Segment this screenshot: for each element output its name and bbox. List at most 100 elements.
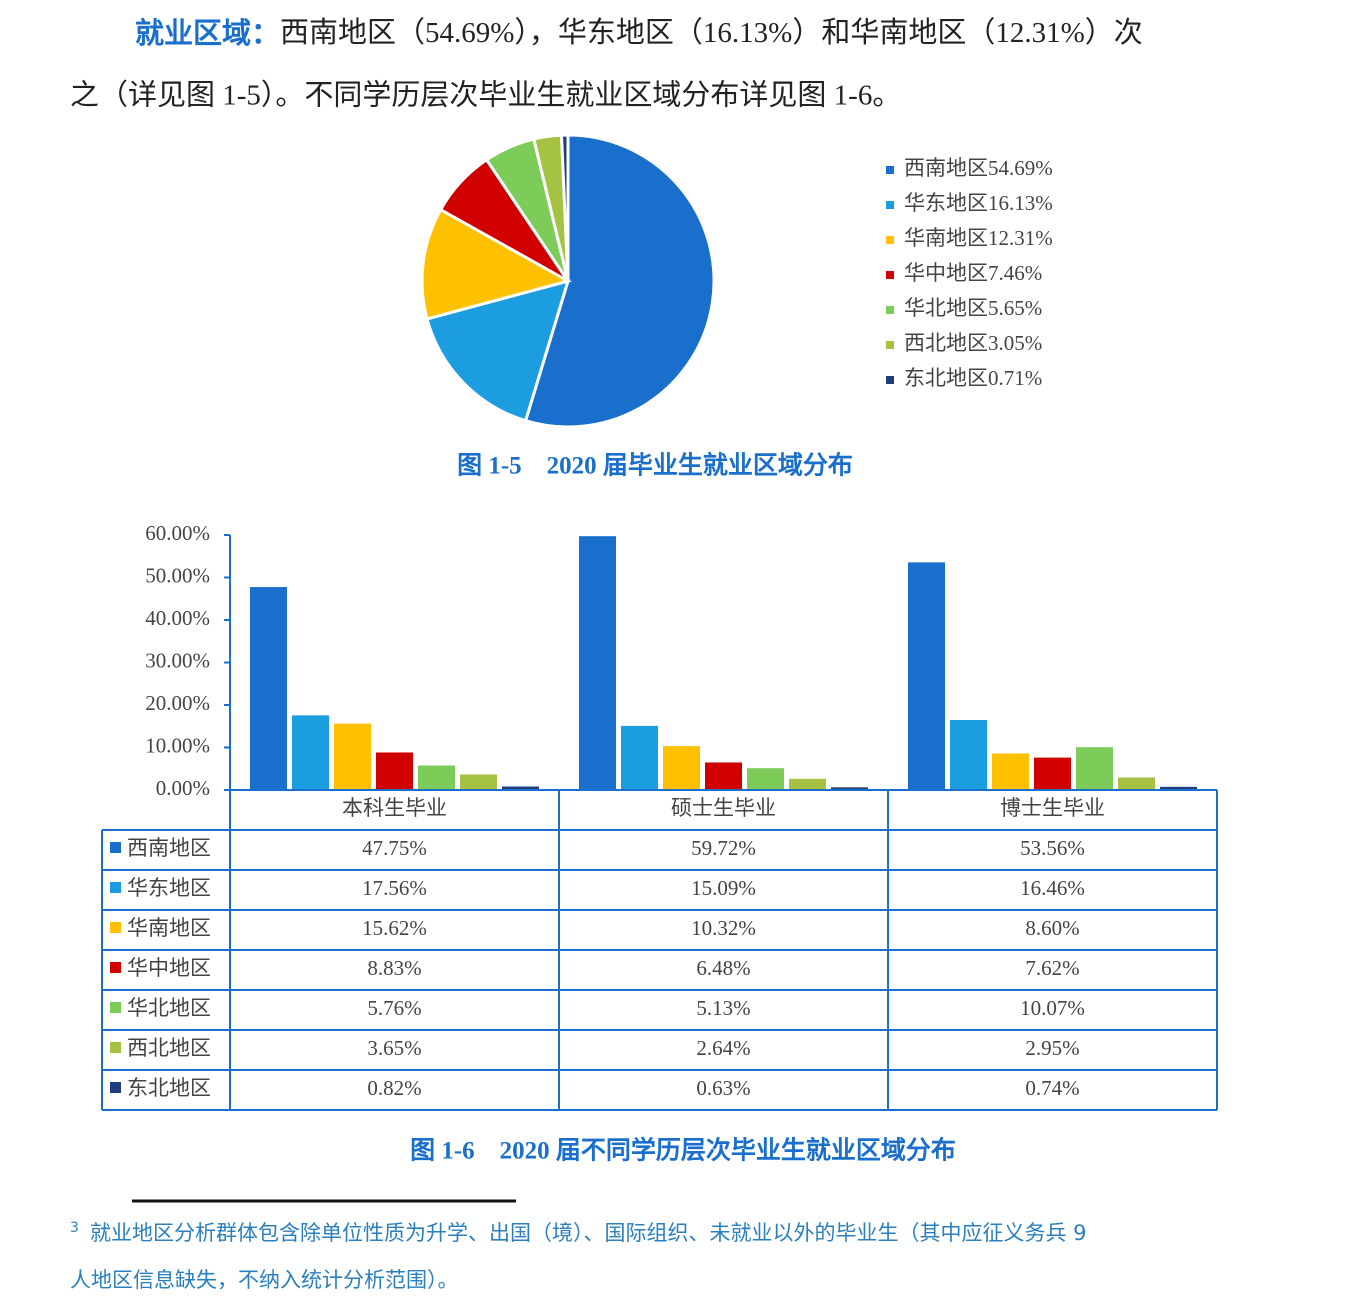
y-tick-label: 10.00%: [145, 733, 210, 757]
legend-label: 华北地区: [127, 996, 211, 1020]
legend-swatch: [110, 1082, 121, 1093]
bar: [376, 752, 413, 790]
legend-label: 华南地区12.31%: [904, 226, 1053, 250]
bar: [705, 762, 742, 790]
footnote-text: 人地区信息缺失，不纳入统计分析范围）。: [70, 1268, 459, 1292]
table-cell: 8.60%: [1025, 916, 1079, 940]
legend-category: 西北地区: [904, 331, 988, 355]
table-cell: 0.63%: [696, 1076, 750, 1100]
legend-value: 3.05%: [988, 331, 1042, 355]
legend-label: 华中地区7.46%: [904, 261, 1042, 285]
pie-slice: [523, 133, 716, 429]
legend-label: 西南地区54.69%: [904, 156, 1053, 180]
bar: [950, 720, 987, 790]
y-tick-label: 30.00%: [145, 648, 210, 672]
table-cell: 15.09%: [691, 876, 756, 900]
legend-label: 西北地区3.05%: [904, 331, 1042, 355]
bar: [992, 753, 1029, 790]
table-cell: 7.62%: [1025, 956, 1079, 980]
bar: [1034, 757, 1071, 790]
bar: [747, 768, 784, 790]
legend-value: 16.13%: [988, 191, 1053, 215]
footnote-text: 就业地区分析群体包含除单位性质为升学、出国（境）、国际组织、未就业以外的毕业生（…: [90, 1221, 1087, 1245]
legend-category: 西南地区: [904, 156, 988, 180]
table-cell: 6.48%: [696, 956, 750, 980]
legend-swatch: [110, 922, 121, 933]
legend-category: 华南地区: [904, 226, 988, 250]
figure-caption: 图 1-6 2020 届不同学历层次毕业生就业区域分布: [410, 1136, 956, 1165]
table-cell: 0.74%: [1025, 1076, 1079, 1100]
table-cell: 0.82%: [367, 1076, 421, 1100]
legend-swatch: [110, 962, 121, 973]
table-cell: 47.75%: [362, 836, 427, 860]
legend-label: 华南地区: [127, 916, 211, 940]
bar: [1118, 777, 1155, 790]
x-tick-label: 硕士生毕业: [671, 796, 776, 820]
bar: [502, 786, 539, 790]
table-cell: 8.83%: [367, 956, 421, 980]
legend-label: 西南地区: [127, 836, 211, 860]
bar: [663, 746, 700, 790]
table-cell: 3.65%: [367, 1036, 421, 1060]
legend-swatch: [886, 306, 894, 314]
bar: [418, 765, 455, 790]
legend-swatch: [886, 341, 894, 349]
legend-value: 54.69%: [988, 156, 1053, 180]
legend-value: 0.71%: [988, 366, 1042, 390]
legend-label: 东北地区: [127, 1076, 211, 1100]
legend-swatch: [886, 271, 894, 279]
legend-label: 华中地区: [127, 956, 211, 980]
legend-label: 华北地区5.65%: [904, 296, 1042, 320]
legend-category: 东北地区: [904, 366, 988, 390]
table-cell: 5.13%: [696, 996, 750, 1020]
legend-swatch: [886, 376, 894, 384]
table-cell: 10.32%: [691, 916, 756, 940]
table-cell: 5.76%: [367, 996, 421, 1020]
legend-swatch: [886, 236, 894, 244]
paragraph-line: 之（详见图 1-5）。不同学历层次毕业生就业区域分布详见图 1-6。: [70, 79, 901, 112]
pie-slice: [425, 278, 571, 423]
x-tick-label: 本科生毕业: [342, 796, 447, 820]
legend-label: 华东地区16.13%: [904, 191, 1053, 215]
table-cell: 59.72%: [691, 836, 756, 860]
y-tick-label: 40.00%: [145, 606, 210, 630]
legend-label: 华东地区: [127, 876, 211, 900]
bar: [621, 725, 658, 790]
legend-swatch: [110, 1042, 121, 1053]
footnote-mark: 3: [70, 1220, 79, 1236]
legend-swatch: [110, 842, 121, 853]
table-cell: 15.62%: [362, 916, 427, 940]
bar: [460, 774, 497, 790]
paragraph-text: 西南地区（54.69%），华东地区（16.13%）和华南地区（12.31%）次: [280, 16, 1143, 49]
y-tick-label: 50.00%: [145, 563, 210, 587]
bar: [250, 587, 287, 790]
bar: [831, 787, 868, 790]
legend-value: 7.46%: [988, 261, 1042, 285]
legend-value: 12.31%: [988, 226, 1053, 250]
legend-label: 西北地区: [127, 1036, 211, 1060]
bar: [334, 723, 371, 790]
paragraph-line: 就业区域：西南地区（54.69%），华东地区（16.13%）和华南地区（12.3…: [135, 16, 1143, 50]
y-tick-label: 20.00%: [145, 691, 210, 715]
table-cell: 53.56%: [1020, 836, 1085, 860]
table-cell: 10.07%: [1020, 996, 1085, 1020]
table-cell: 2.95%: [1025, 1036, 1079, 1060]
figure-caption: 图 1-5 2020 届毕业生就业区域分布: [457, 451, 853, 480]
legend-category: 华北地区: [904, 296, 988, 320]
legend-swatch: [886, 201, 894, 209]
y-tick-label: 0.00%: [156, 776, 210, 800]
table-cell: 2.64%: [696, 1036, 750, 1060]
legend-swatch: [110, 882, 121, 893]
legend-category: 华东地区: [904, 191, 988, 215]
bar: [908, 562, 945, 790]
bar: [579, 536, 616, 790]
x-tick-label: 博士生毕业: [1000, 796, 1105, 820]
table-cell: 16.46%: [1020, 876, 1085, 900]
y-tick-label: 60.00%: [145, 521, 210, 545]
bar: [1076, 747, 1113, 790]
legend-label: 东北地区0.71%: [904, 366, 1042, 390]
legend-swatch: [886, 166, 894, 174]
legend-value: 5.65%: [988, 296, 1042, 320]
bar: [292, 715, 329, 790]
